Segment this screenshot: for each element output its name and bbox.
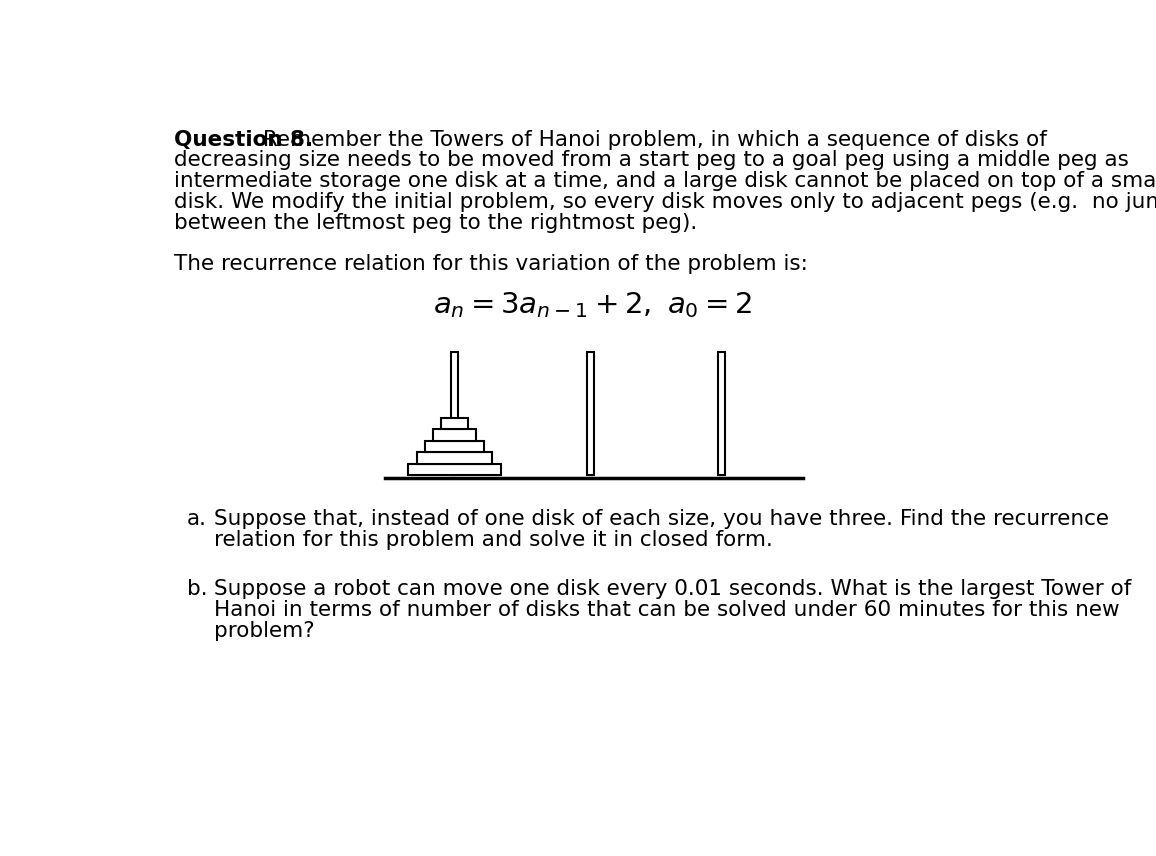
Text: between the leftmost peg to the rightmost peg).: between the leftmost peg to the rightmos… bbox=[173, 213, 697, 233]
Bar bbox=[718, 352, 725, 475]
Bar bbox=[425, 441, 484, 452]
Text: Suppose a robot can move one disk every 0.01 seconds. What is the largest Tower : Suppose a robot can move one disk every … bbox=[214, 580, 1132, 599]
Bar bbox=[408, 464, 501, 475]
Bar bbox=[440, 418, 468, 429]
Text: a.: a. bbox=[187, 509, 207, 529]
Text: Suppose that, instead of one disk of each size, you have three. Find the recurre: Suppose that, instead of one disk of eac… bbox=[214, 509, 1110, 529]
Text: relation for this problem and solve it in closed form.: relation for this problem and solve it i… bbox=[214, 530, 773, 550]
Text: intermediate storage one disk at a time, and a large disk cannot be placed on to: intermediate storage one disk at a time,… bbox=[173, 171, 1156, 191]
Text: Question 8.: Question 8. bbox=[173, 129, 313, 150]
Bar bbox=[416, 452, 492, 464]
Text: $a_n = 3a_{n-1} + 2,\ a_0 = 2$: $a_n = 3a_{n-1} + 2,\ a_0 = 2$ bbox=[432, 290, 753, 320]
Text: b.: b. bbox=[187, 580, 208, 599]
Text: Remember the Towers of Hanoi problem, in which a sequence of disks of: Remember the Towers of Hanoi problem, in… bbox=[257, 129, 1047, 150]
Text: The recurrence relation for this variation of the problem is:: The recurrence relation for this variati… bbox=[173, 254, 808, 275]
Text: Hanoi in terms of number of disks that can be solved under 60 minutes for this n: Hanoi in terms of number of disks that c… bbox=[214, 600, 1120, 620]
Bar bbox=[434, 429, 476, 441]
Text: disk. We modify the initial problem, so every disk moves only to adjacent pegs (: disk. We modify the initial problem, so … bbox=[173, 192, 1156, 212]
Bar bbox=[451, 352, 458, 475]
Text: decreasing size needs to be moved from a start peg to a goal peg using a middle : decreasing size needs to be moved from a… bbox=[173, 151, 1128, 170]
Text: problem?: problem? bbox=[214, 621, 314, 641]
Bar bbox=[586, 352, 594, 475]
